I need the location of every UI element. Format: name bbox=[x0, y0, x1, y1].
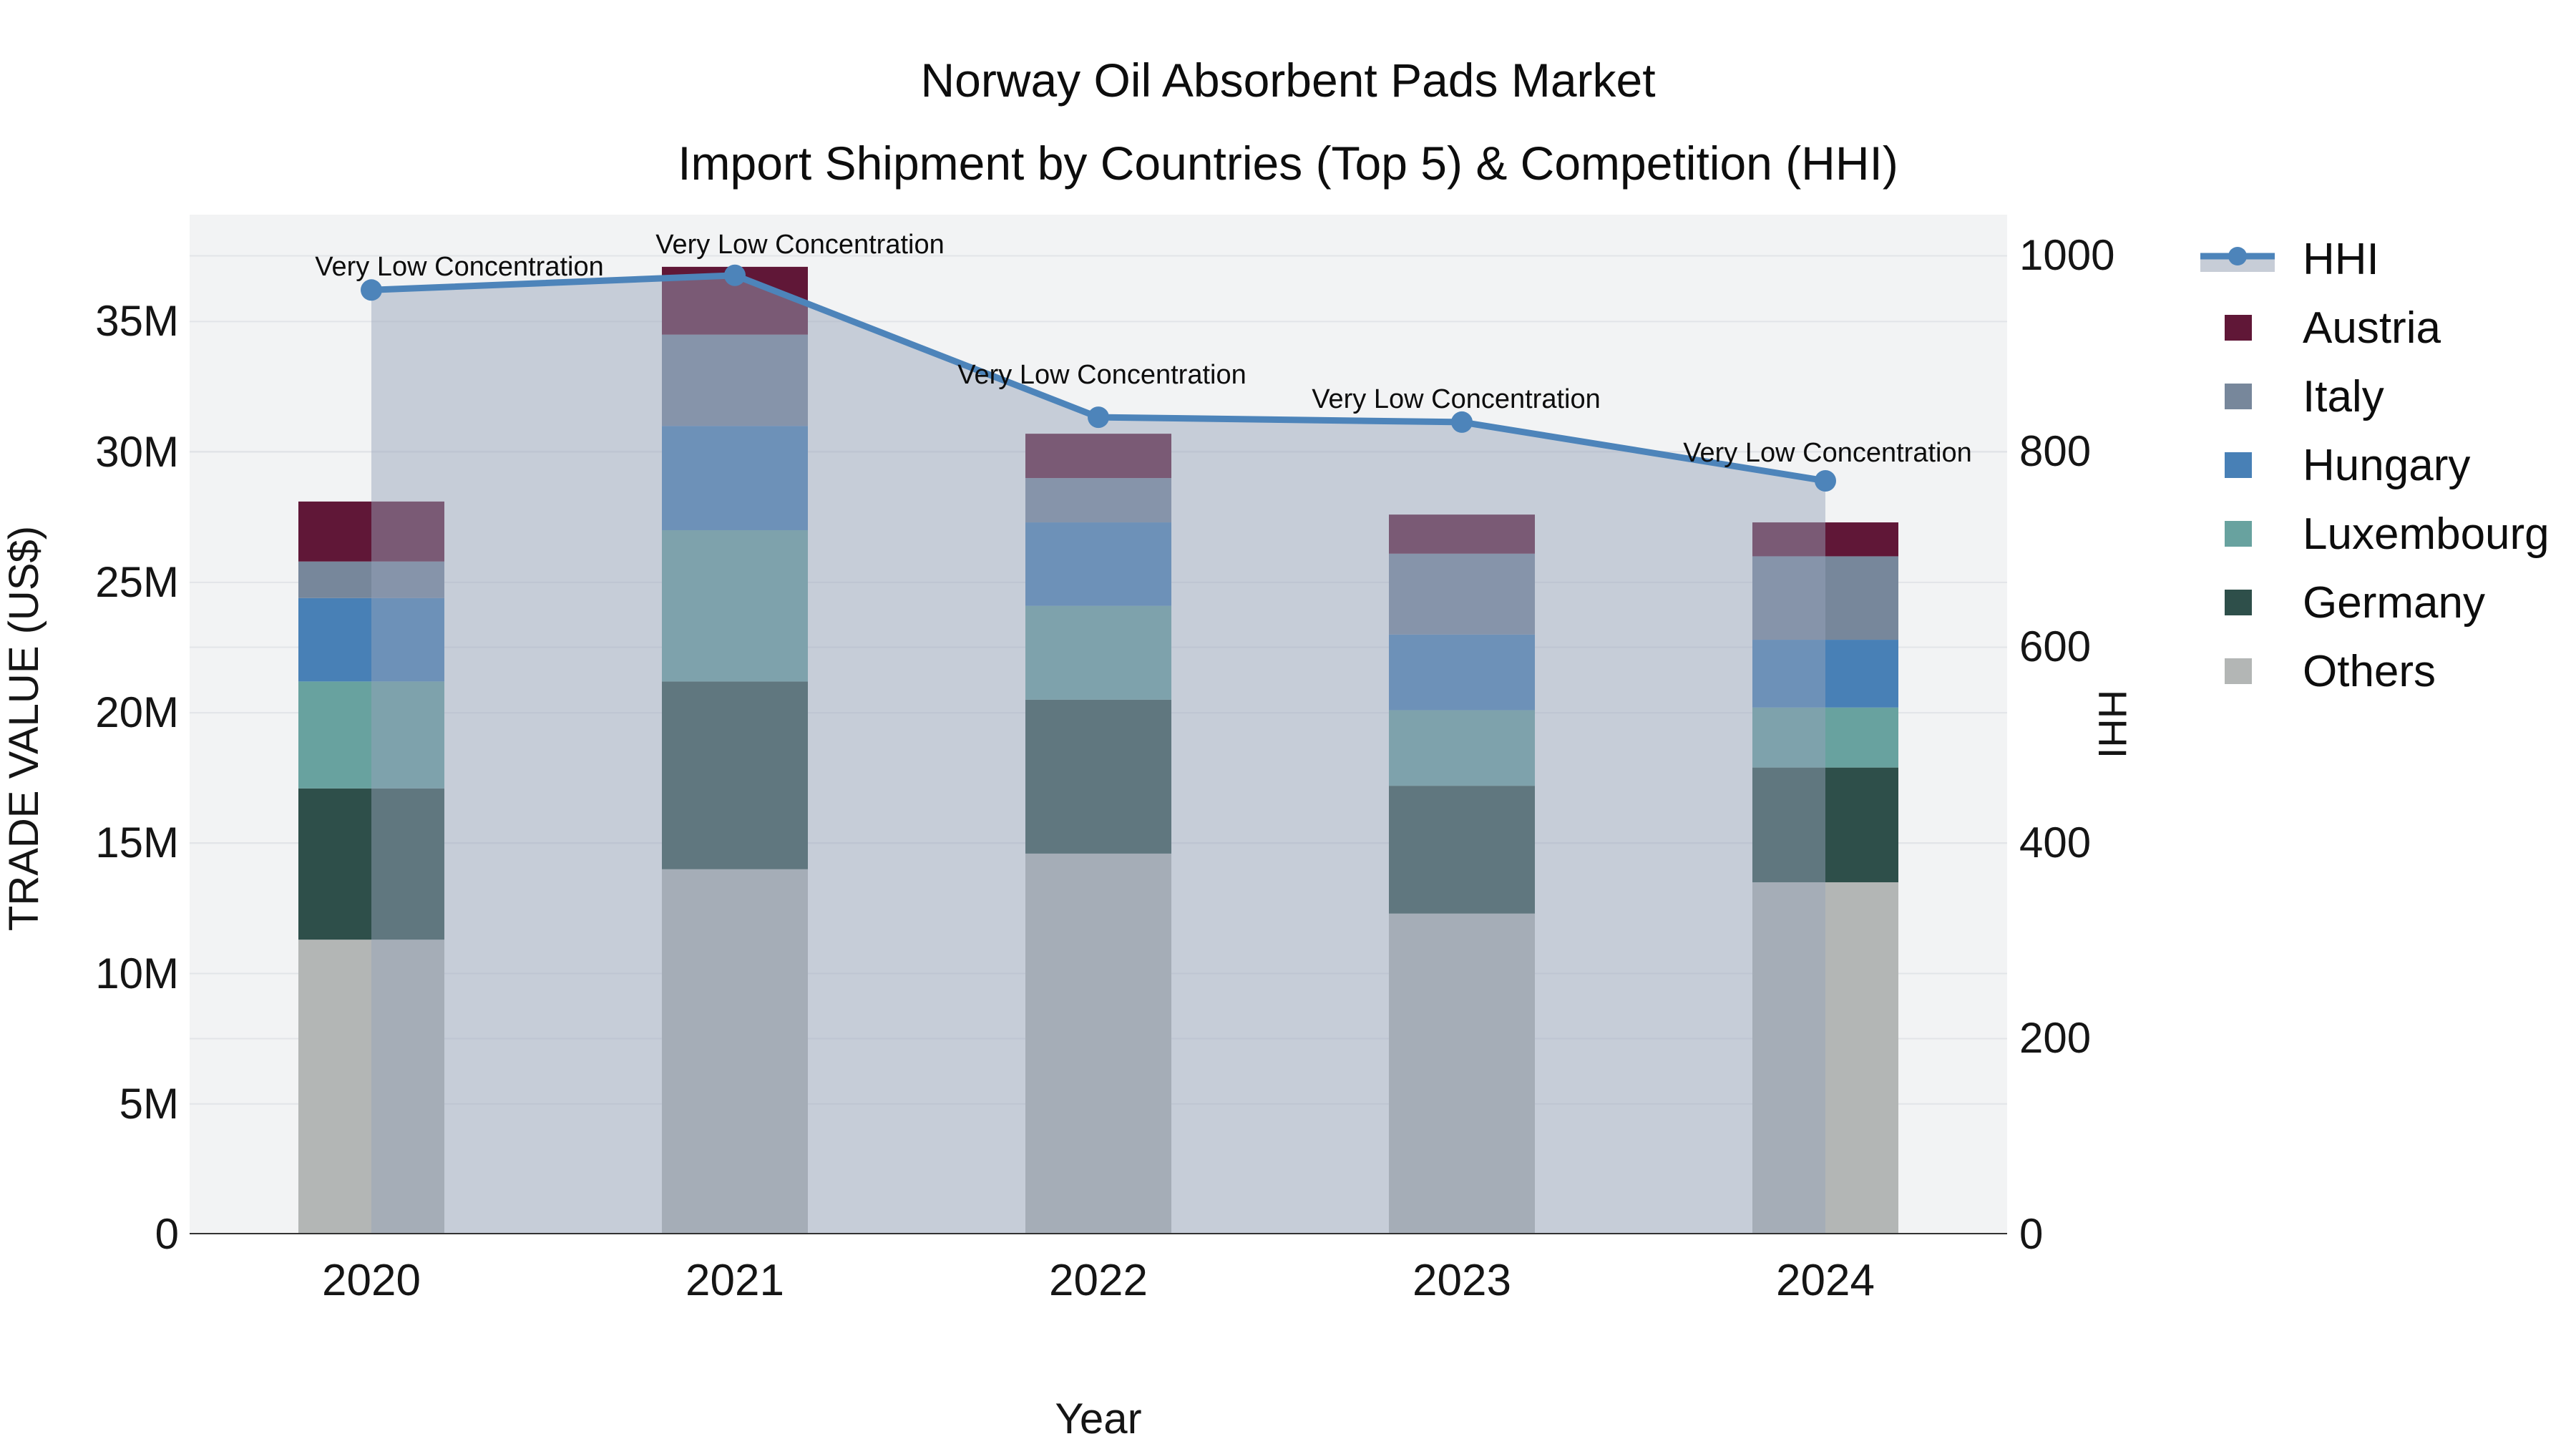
bar-segment-2022-others bbox=[1025, 853, 1171, 1234]
x-axis-title: Year bbox=[1055, 1395, 1142, 1443]
y-left-tick-30M: 30M bbox=[95, 427, 179, 476]
legend-swatch-icon bbox=[2199, 384, 2278, 409]
y-right-tick-1000: 1000 bbox=[2019, 231, 2115, 280]
y-right-tick-400: 400 bbox=[2019, 818, 2092, 867]
swatch-others bbox=[2225, 658, 2252, 684]
y-left-tick-35M: 35M bbox=[95, 297, 179, 346]
y-left-tick-5M: 5M bbox=[119, 1079, 179, 1128]
x-axis-line bbox=[190, 1233, 2007, 1234]
legend-swatch-icon bbox=[2199, 452, 2278, 478]
bar-segment-2023-italy bbox=[1389, 553, 1535, 635]
chart-plot-area bbox=[190, 255, 2007, 1234]
hhi-point-2022 bbox=[1088, 406, 1109, 429]
legend-item-germany[interactable]: Germany bbox=[2199, 568, 2485, 637]
y-right-tick-800: 800 bbox=[2019, 426, 2092, 475]
legend-label-austria: Austria bbox=[2303, 303, 2441, 353]
bar-segment-2020-luxembourg bbox=[298, 681, 444, 789]
bar-segment-2023-austria bbox=[1389, 514, 1535, 554]
legend-label-others: Others bbox=[2303, 646, 2436, 696]
annotation-2023: Very Low Concentration bbox=[1312, 384, 1601, 414]
annotation-2021: Very Low Concentration bbox=[655, 229, 945, 260]
y-left-tick-0: 0 bbox=[155, 1210, 179, 1258]
bar-segment-2022-italy bbox=[1025, 478, 1171, 523]
bar-segment-2020-hungary bbox=[298, 597, 444, 682]
legend-label-italy: Italy bbox=[2303, 371, 2384, 421]
x-tick-2022: 2022 bbox=[1049, 1256, 1148, 1305]
hhi-point-2021 bbox=[724, 264, 746, 286]
x-tick-2023: 2023 bbox=[1413, 1256, 1511, 1305]
hhi-point-2023 bbox=[1451, 411, 1473, 433]
y-axis-left-title: TRADE VALUE (US$) bbox=[1, 525, 47, 932]
legend-swatch-icon bbox=[2199, 315, 2278, 341]
swatch-luxembourg bbox=[2225, 521, 2252, 547]
bar-segment-2023-hungary bbox=[1389, 634, 1535, 711]
y-left-tick-10M: 10M bbox=[95, 949, 179, 997]
legend-item-others[interactable]: Others bbox=[2199, 637, 2436, 706]
legend-item-hungary[interactable]: Hungary bbox=[2199, 431, 2470, 499]
legend-item-austria[interactable]: Austria bbox=[2199, 293, 2441, 362]
swatch-austria bbox=[2225, 315, 2252, 341]
bar-segment-2020-italy bbox=[298, 561, 444, 598]
bar-segment-2022-hungary bbox=[1025, 522, 1171, 606]
bar-segment-2021-luxembourg bbox=[662, 530, 808, 682]
x-tick-2021: 2021 bbox=[686, 1256, 784, 1305]
annotation-2022: Very Low Concentration bbox=[957, 360, 1246, 391]
legend-label-hhi: HHI bbox=[2303, 234, 2379, 284]
legend-swatch-icon bbox=[2199, 590, 2278, 615]
swatch-italy bbox=[2225, 384, 2252, 409]
bar-segment-2021-others bbox=[662, 869, 808, 1234]
y-left-tick-25M: 25M bbox=[95, 557, 179, 606]
y-left-tick-15M: 15M bbox=[95, 819, 179, 867]
chart-title: Norway Oil Absorbent Pads Market Import … bbox=[0, 39, 2576, 205]
bar-segment-2020-germany bbox=[298, 788, 444, 940]
bar-segment-2021-italy bbox=[662, 334, 808, 426]
swatch-hungary bbox=[2225, 452, 2252, 478]
bar-segment-2024-germany bbox=[1752, 767, 1898, 882]
annotation-2020: Very Low Concentration bbox=[315, 252, 604, 283]
bar-segment-2021-germany bbox=[662, 681, 808, 869]
legend-item-hhi[interactable]: HHI bbox=[2199, 225, 2379, 293]
hhi-line-icon bbox=[2199, 243, 2278, 275]
legend-label-hungary: Hungary bbox=[2303, 440, 2471, 490]
bar-segment-2022-germany bbox=[1025, 699, 1171, 854]
bar-segment-2023-luxembourg bbox=[1389, 710, 1535, 786]
y-left-tick-20M: 20M bbox=[95, 688, 179, 737]
bar-segment-2024-hungary bbox=[1752, 640, 1898, 708]
hhi-line-sample bbox=[2200, 247, 2275, 272]
bar-segment-2024-italy bbox=[1752, 556, 1898, 640]
legend-item-luxembourg[interactable]: Luxembourg bbox=[2199, 499, 2550, 568]
bar-segment-2020-austria bbox=[298, 501, 444, 562]
hhi-point-2024 bbox=[1815, 469, 1836, 492]
y-right-tick-600: 600 bbox=[2019, 623, 2092, 671]
bar-segment-2022-luxembourg bbox=[1025, 605, 1171, 700]
chart-title-line2: Import Shipment by Countries (Top 5) & C… bbox=[678, 136, 1898, 190]
bar-segment-2024-others bbox=[1752, 882, 1898, 1234]
legend-swatch-icon bbox=[2199, 521, 2278, 547]
bar-segment-2024-luxembourg bbox=[1752, 707, 1898, 768]
swatch-germany bbox=[2225, 590, 2252, 615]
y-right-tick-0: 0 bbox=[2019, 1210, 2044, 1258]
legend-item-italy[interactable]: Italy bbox=[2199, 362, 2384, 431]
y-right-tick-200: 200 bbox=[2019, 1014, 2092, 1063]
bar-segment-2021-hungary bbox=[662, 426, 808, 530]
legend-label-germany: Germany bbox=[2303, 577, 2485, 628]
bar-segment-2024-austria bbox=[1752, 522, 1898, 557]
y-axis-right-title: HHI bbox=[2090, 689, 2135, 759]
hhi-point-2020 bbox=[361, 279, 382, 301]
legend-swatch-icon bbox=[2199, 658, 2278, 684]
hhi-area-fill bbox=[371, 275, 1825, 1234]
annotation-2024: Very Low Concentration bbox=[1683, 437, 1972, 468]
x-tick-2020: 2020 bbox=[322, 1256, 421, 1305]
bar-segment-2022-austria bbox=[1025, 434, 1171, 479]
bar-segment-2023-others bbox=[1389, 913, 1535, 1234]
legend-label-luxembourg: Luxembourg bbox=[2303, 509, 2550, 559]
chart-title-line1: Norway Oil Absorbent Pads Market bbox=[920, 54, 1656, 107]
x-tick-2024: 2024 bbox=[1776, 1256, 1875, 1305]
bar-segment-2023-germany bbox=[1389, 786, 1535, 914]
bar-segment-2020-others bbox=[298, 940, 444, 1234]
